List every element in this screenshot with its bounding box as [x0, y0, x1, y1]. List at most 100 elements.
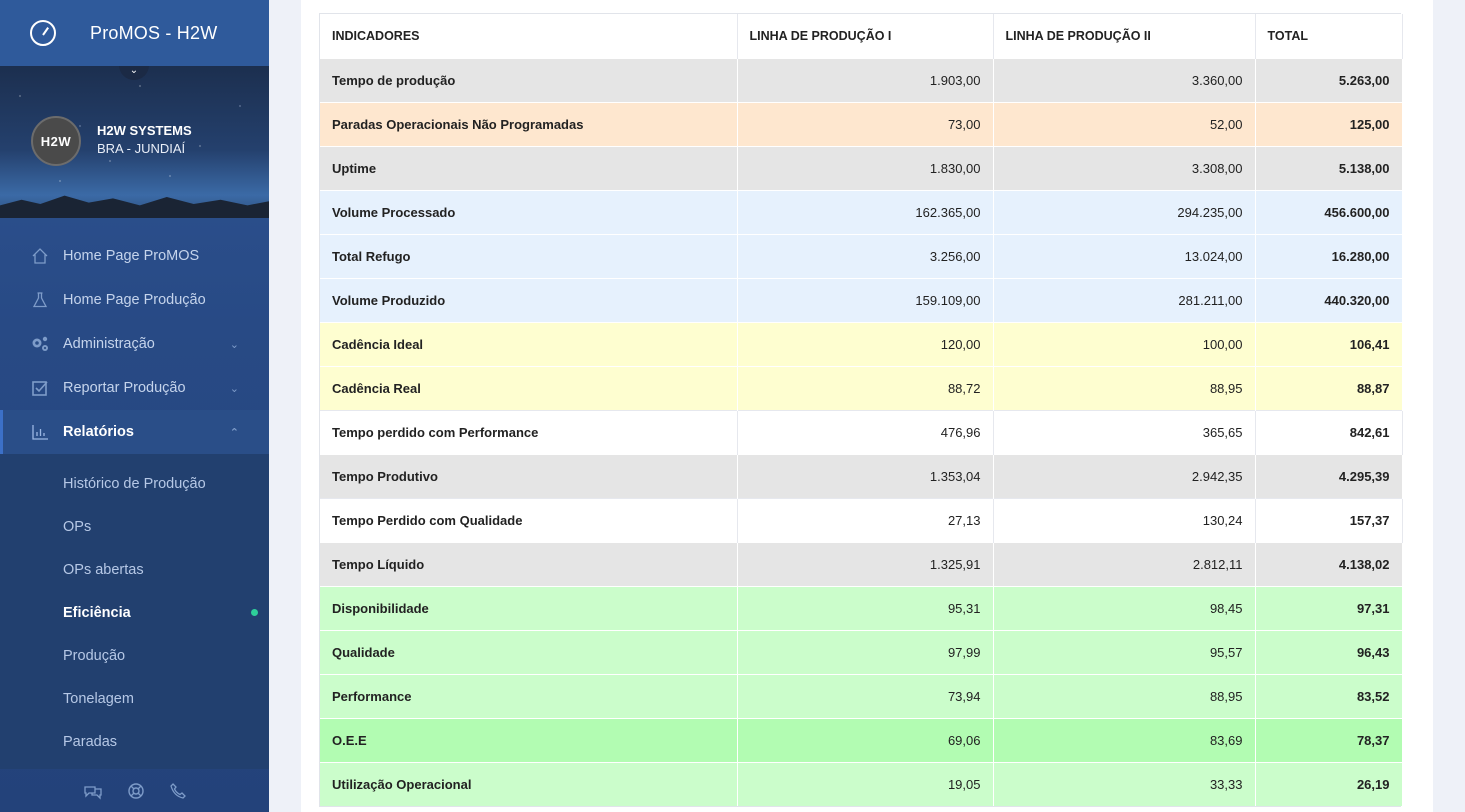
sidebar-footer	[0, 774, 269, 812]
main-content: INDICADORES LINHA DE PRODUÇÃO I LINHA DE…	[301, 0, 1433, 812]
table-row: Disponibilidade 95,31 98,45 97,31	[320, 585, 1403, 630]
linha-1-value: 120,00	[737, 321, 994, 366]
company-location: BRA - JUNDIAÍ	[97, 141, 186, 156]
linha-2-value: 294.235,00	[993, 189, 1256, 234]
column-header-linha-2[interactable]: LINHA DE PRODUÇÃO II	[993, 14, 1256, 58]
table-row: Paradas Operacionais Não Programadas 73,0…	[320, 101, 1403, 146]
linha-1-value: 73,94	[737, 673, 994, 718]
linha-2-value: 130,24	[993, 497, 1256, 542]
sub-item-ops-abertas[interactable]: OPs abertas	[63, 561, 144, 578]
linha-1-value: 162.365,00	[737, 189, 994, 234]
nav-item-home-promos[interactable]: Home Page ProMOS	[0, 234, 269, 278]
linha-2-value: 98,45	[993, 585, 1256, 630]
table-row: Tempo Perdido com Qualidade 27,13 130,24 15…	[320, 497, 1403, 542]
table-row: Tempo perdido com Performance 476,96 365,6…	[320, 409, 1403, 454]
total-value: 157,37	[1255, 497, 1403, 542]
table-row: Cadência Ideal 120,00 100,00 106,41	[320, 321, 1403, 366]
indicator-label: Volume Produzido	[320, 277, 738, 322]
nav-label: Home Page ProMOS	[63, 248, 200, 264]
total-value: 88,87	[1255, 365, 1403, 410]
column-header-total[interactable]: TOTAL	[1255, 14, 1403, 58]
linha-2-value: 52,00	[993, 101, 1256, 146]
total-value: 4.295,39	[1255, 453, 1403, 498]
linha-1-value: 1.325,91	[737, 541, 994, 586]
nav-label: Home Page Produção	[63, 292, 206, 308]
linha-1-value: 1.903,00	[737, 57, 994, 102]
linha-2-value: 281.211,00	[993, 277, 1256, 322]
sub-item-paradas[interactable]: Paradas	[63, 733, 118, 750]
table-row: Tempo Líquido 1.325,91 2.812,11 4.138,02	[320, 541, 1403, 586]
indicator-label: Tempo perdido com Performance	[320, 409, 738, 454]
table-row: Volume Produzido 159.109,00 281.211,00 440.…	[320, 277, 1403, 322]
indicator-label: Qualidade	[320, 629, 738, 674]
avatar[interactable]: H2W	[31, 116, 81, 166]
indicator-label: Tempo Perdido com Qualidade	[320, 497, 738, 542]
sub-item-producao[interactable]: Produção	[63, 647, 126, 664]
total-value: 96,43	[1255, 629, 1403, 674]
table-row: O.E.E 69,06 83,69 78,37	[320, 717, 1403, 762]
table-row: Total Refugo 3.256,00 13.024,00 16.280,00	[320, 233, 1403, 278]
nav-item-administracao[interactable]: Administração ⌄	[0, 322, 269, 366]
indicator-label: Tempo de produção	[320, 57, 738, 102]
linha-1-value: 19,05	[737, 761, 994, 806]
total-value: 83,52	[1255, 673, 1403, 718]
nav-label: Administração	[63, 336, 155, 352]
total-value: 97,31	[1255, 585, 1403, 630]
company-name: H2W SYSTEMS	[97, 123, 192, 138]
indicator-label: Cadência Ideal	[320, 321, 738, 366]
total-value: 125,00	[1255, 101, 1403, 146]
linha-2-value: 88,95	[993, 673, 1256, 718]
table-row: Performance 73,94 88,95 83,52	[320, 673, 1403, 718]
table-row: Cadência Real 88,72 88,95 88,87	[320, 365, 1403, 410]
linha-1-value: 3.256,00	[737, 233, 994, 278]
sub-item-ops[interactable]: OPs	[63, 518, 92, 535]
indicator-label: Tempo Líquido	[320, 541, 738, 586]
linha-2-value: 83,69	[993, 717, 1256, 762]
nav-label: Relatórios	[63, 424, 134, 440]
chat-icon[interactable]	[83, 782, 103, 805]
relatorios-submenu: Histórico de Produção OPs OPs abertas Ef…	[0, 454, 269, 769]
linha-1-value: 159.109,00	[737, 277, 994, 322]
chevron-up-icon: ⌃	[229, 426, 239, 439]
linha-1-value: 69,06	[737, 717, 994, 762]
linha-1-value: 73,00	[737, 101, 994, 146]
phone-icon[interactable]	[169, 782, 187, 805]
lifebuoy-icon[interactable]	[127, 782, 145, 805]
indicator-label: Volume Processado	[320, 189, 738, 234]
column-header-indicadores[interactable]: INDICADORES	[320, 14, 738, 58]
brand-header[interactable]: ProMOS - H2W	[0, 0, 269, 66]
bar-chart-icon	[30, 422, 50, 442]
total-value: 5.263,00	[1255, 57, 1403, 102]
chevron-down-icon[interactable]: ⌄	[119, 66, 149, 80]
gears-icon	[30, 334, 50, 354]
nav-item-home-producao[interactable]: Home Page Produção	[0, 278, 269, 322]
total-value: 4.138,02	[1255, 541, 1403, 586]
linha-1-value: 1.353,04	[737, 453, 994, 498]
linha-2-value: 3.308,00	[993, 145, 1256, 190]
linha-2-value: 100,00	[993, 321, 1256, 366]
sub-item-eficiencia[interactable]: Eficiência	[0, 591, 269, 634]
linha-1-value: 476,96	[737, 409, 994, 454]
indicator-label: Paradas Operacionais Não Programadas	[320, 101, 738, 146]
profile-panel: ⌄ H2W H2W SYSTEMS BRA - JUNDIAÍ	[0, 66, 269, 218]
table-row: Tempo Produtivo 1.353,04 2.942,35 4.295,39	[320, 453, 1403, 498]
nav-item-reportar-producao[interactable]: Reportar Produção ⌄	[0, 366, 269, 410]
linha-2-value: 365,65	[993, 409, 1256, 454]
total-value: 440.320,00	[1255, 277, 1403, 322]
main-nav: Home Page ProMOS Home Page Produção Admi…	[0, 234, 269, 769]
sub-item-tonelagem[interactable]: Tonelagem	[63, 690, 134, 707]
total-value: 16.280,00	[1255, 233, 1403, 278]
total-value: 106,41	[1255, 321, 1403, 366]
chevron-down-icon: ⌄	[229, 382, 239, 395]
linha-2-value: 33,33	[993, 761, 1256, 806]
table-row: Volume Processado 162.365,00 294.235,00 456…	[320, 189, 1403, 234]
linha-1-value: 1.830,00	[737, 145, 994, 190]
flask-icon	[30, 290, 50, 310]
nav-item-relatorios[interactable]: Relatórios ⌃	[0, 410, 269, 454]
linha-1-value: 88,72	[737, 365, 994, 410]
app-title: ProMOS - H2W	[90, 22, 218, 43]
sub-item-historico[interactable]: Histórico de Produção	[63, 475, 206, 492]
linha-2-value: 2.942,35	[993, 453, 1256, 498]
indicator-label: Utilização Operacional	[320, 761, 738, 806]
column-header-linha-1[interactable]: LINHA DE PRODUÇÃO I	[737, 14, 994, 58]
